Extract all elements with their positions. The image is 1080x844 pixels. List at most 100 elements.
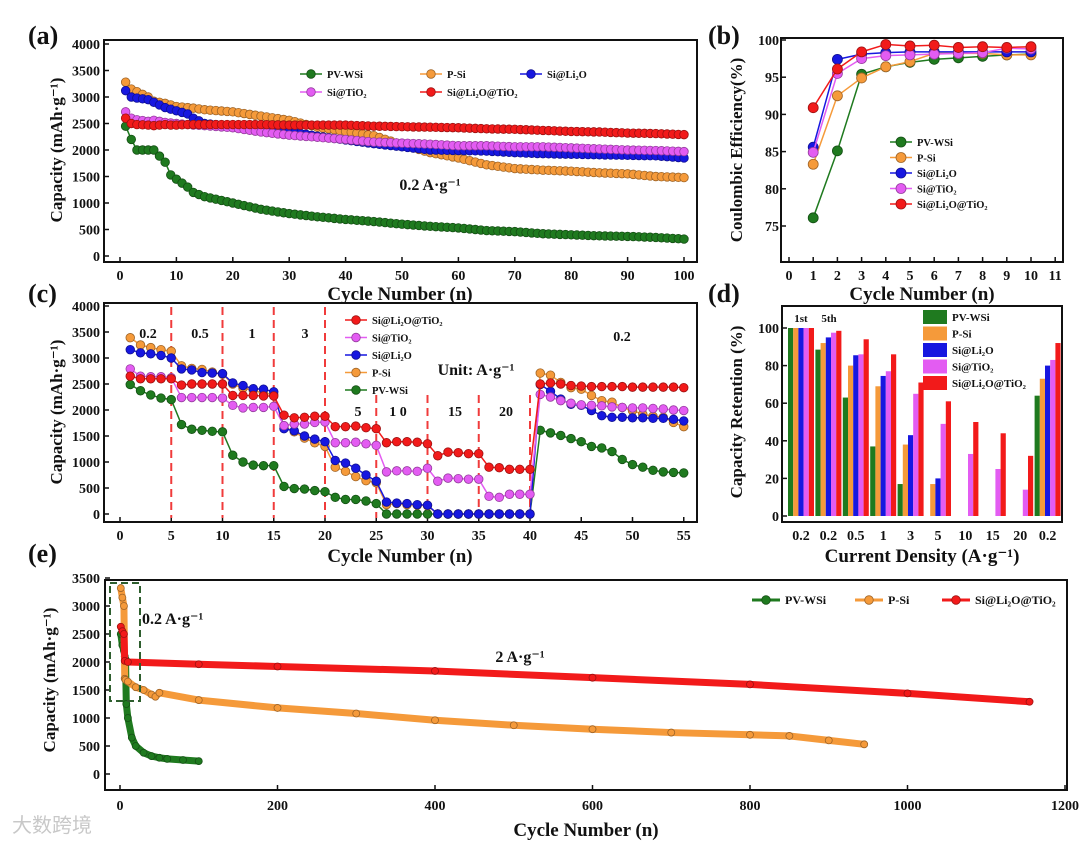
data-point: [207, 379, 217, 389]
data-point: [139, 686, 148, 694]
data-point: [607, 446, 617, 457]
data-point: [194, 696, 203, 704]
data-point: [340, 494, 351, 505]
data-point: [120, 113, 131, 123]
y-tick-label: 75: [765, 220, 779, 235]
data-point: [679, 129, 689, 140]
y-tick-label: 1000: [72, 712, 100, 727]
x-tick-label: 5: [168, 529, 175, 544]
data-point: [453, 447, 463, 458]
legend-marker: [351, 350, 361, 360]
data-point: [658, 467, 668, 477]
data-point: [658, 413, 668, 424]
bar: [1034, 395, 1040, 516]
legend-marker: [351, 332, 361, 343]
data-point: [176, 364, 187, 374]
panel-d: (d) Current Density (A·g⁻¹) Capacity Reten…: [708, 279, 1063, 567]
panel-label: (d): [708, 279, 740, 308]
data-point: [638, 413, 648, 423]
x-axis-label: Cycle Number (n): [849, 284, 994, 305]
data-point: [586, 400, 597, 411]
bar: [793, 328, 799, 516]
data-point: [904, 40, 916, 52]
data-point: [588, 725, 597, 734]
data-point: [586, 441, 597, 452]
rate-label: 15: [448, 405, 462, 420]
legend-marker: [761, 595, 771, 605]
data-point: [299, 484, 310, 494]
legend-label: P-Si: [917, 154, 936, 165]
data-point: [412, 499, 422, 510]
plot-frame: [104, 579, 1068, 791]
data-point: [330, 455, 340, 466]
legend-swatch: [923, 376, 947, 390]
x-tick-label: 40: [339, 269, 353, 284]
y-tick-label: 1000: [72, 197, 100, 212]
x-tick-label: 90: [621, 269, 635, 284]
data-point: [576, 381, 586, 391]
data-point: [371, 498, 381, 509]
legend-label: Si@TiO₂: [372, 334, 412, 345]
data-point: [515, 489, 525, 499]
data-point: [351, 471, 361, 482]
x-tick-label: 10: [169, 269, 183, 284]
legend-marker: [895, 152, 907, 163]
x-tick-label: 70: [508, 269, 522, 284]
data-point: [433, 476, 443, 486]
data-point: [273, 662, 282, 671]
data-point: [494, 509, 504, 519]
data-point: [187, 392, 197, 403]
watermark: 大数跨境: [12, 813, 92, 837]
y-axis-label: Capacity (mAh·g⁻¹): [47, 78, 66, 223]
legend: Si@Li₂O@TiO₂ Si@TiO₂ Si@Li₂O P-Si PV-WSi: [345, 315, 443, 397]
data-point: [340, 421, 351, 432]
category-label: 0.2: [792, 529, 810, 544]
data-point: [648, 413, 658, 424]
data-point: [627, 382, 638, 392]
data-point: [463, 474, 474, 484]
category-label: 5: [935, 529, 942, 544]
legend-marker: [951, 595, 961, 605]
x-tick-label: 1: [810, 269, 817, 284]
data-point: [238, 380, 248, 391]
data-point: [576, 400, 586, 410]
panel-e: (e) Cycle Number (n) Capacity (mAh·g⁻¹) 0 50…: [28, 539, 1079, 841]
data-point: [163, 754, 172, 763]
data-point: [638, 403, 648, 413]
x-tick-label: 60: [451, 269, 465, 284]
data-point: [422, 509, 433, 519]
data-point: [238, 403, 248, 413]
legend: PV-WSi P-Si Si@Li₂O Si@TiO₂ Si@Li₂O@TiO₂: [300, 69, 587, 99]
data-point: [228, 378, 238, 388]
data-point: [422, 463, 433, 473]
panel-label: (a): [28, 21, 58, 50]
data-point: [597, 381, 607, 392]
bar: [815, 349, 821, 516]
x-axis-label: Cycle Number (n): [327, 284, 472, 305]
data-point: [453, 473, 463, 484]
y-tick-label: 80: [765, 360, 779, 375]
data-point: [238, 390, 248, 401]
data-point: [617, 381, 627, 392]
data-point: [679, 234, 689, 244]
data-point: [194, 660, 203, 669]
bar: [891, 354, 897, 516]
bar: [820, 343, 826, 516]
x-tick-label: 50: [395, 269, 409, 284]
bar: [897, 484, 903, 516]
x-tick-label: 45: [574, 529, 588, 544]
data-point: [597, 443, 607, 453]
data-point: [535, 389, 545, 400]
data-point: [238, 457, 248, 467]
plot-frame: [781, 305, 1063, 523]
data-point: [258, 402, 269, 413]
data-point: [123, 677, 132, 686]
bar: [902, 444, 908, 516]
data-point: [648, 403, 658, 414]
category-label: 0.2: [1039, 529, 1057, 544]
y-tick-label: 0: [93, 250, 100, 265]
data-point: [217, 379, 228, 389]
legend-label: PV-WSi: [917, 138, 953, 149]
legend-label: Si@Li₂O@TiO₂: [372, 316, 443, 327]
